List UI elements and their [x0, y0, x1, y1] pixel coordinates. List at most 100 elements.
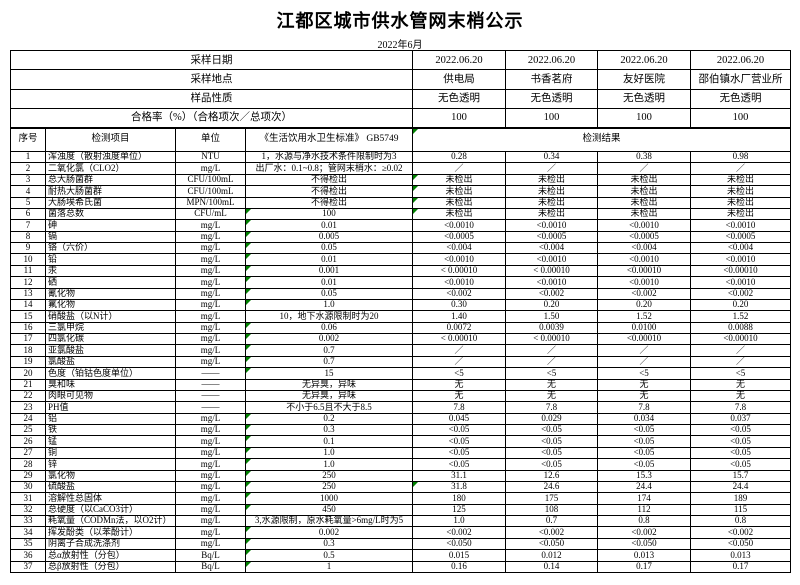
table-row: 19 氯酸盐 mg/L 0.7 ／／／／ [10, 355, 792, 369]
unit-value: MPN/100mL [175, 196, 246, 209]
result-value: ／ [505, 355, 598, 369]
info-value: 2022.06.20 [412, 49, 506, 71]
standard-value: 不得检出 [245, 196, 413, 209]
result-value: 24.4 [597, 480, 691, 494]
table-row: 32 总硬度（以CaCO3计） mg/L 450 125 108 112 115 [10, 503, 792, 517]
result-value: 115 [689, 503, 792, 517]
row-number: 11 [10, 264, 46, 278]
table-row: 6 菌落总数 CFU/mL 100 未检出 未检出 未检出 未检出 [10, 207, 792, 221]
standard-value: 450 [245, 503, 413, 517]
result-value: 1.52 [597, 310, 691, 323]
item-name: 耐热大肠菌群 [45, 185, 176, 198]
header-row: 序号 检测项目 单位 《生活饮用水卫生标准》 GB5749 检测结果 [10, 128, 792, 152]
table-row: 10 铅 mg/L 0.01 <0.0010 <0.0010 <0.0010 <0.0010 [10, 253, 792, 266]
result-value: 31.1 [412, 469, 506, 482]
excel-flag-triangle-icon [246, 357, 251, 362]
result-value: <0.004 [412, 241, 506, 255]
result-value: <0.05 [412, 446, 506, 460]
result-value: 1.50 [505, 310, 598, 323]
result-value: 无 [689, 378, 792, 391]
unit-value: mg/L [175, 344, 246, 357]
row-number: 2 [10, 162, 46, 175]
info-row: 合格率（%）（合格项次／总项次） 100 100 100 100 [10, 107, 791, 129]
row-number: 36 [10, 549, 46, 562]
row-number: 31 [10, 492, 46, 505]
standard-value: 1 [245, 560, 413, 573]
table-row: 16 三氯甲烷 mg/L 0.06 0.0072 0.0039 0.0100 0.0088 [10, 321, 792, 335]
excel-flag-triangle-icon [246, 505, 251, 510]
item-name: 挥发酚类（以苯酚计） [45, 526, 176, 539]
result-value: 0.38 [597, 150, 691, 164]
row-number: 1 [10, 150, 46, 164]
result-value: <0.0010 [597, 253, 691, 266]
info-value: 供电局 [412, 69, 506, 90]
row-number: 25 [10, 423, 46, 437]
excel-flag-triangle-icon [413, 482, 418, 487]
table-row: 15 硝酸盐（以N计） mg/L 10，地下水源限制时为20 1.40 1.50 1.52 1… [10, 310, 792, 323]
result-value: <0.0010 [689, 219, 792, 232]
row-number: 10 [10, 253, 46, 266]
row-number: 37 [10, 560, 46, 573]
result-value: <0.0010 [505, 276, 598, 289]
result-value: <0.050 [689, 537, 792, 551]
result-value: <0.05 [505, 435, 598, 448]
result-value: 无 [597, 389, 691, 403]
result-value: <5 [505, 367, 598, 380]
excel-flag-triangle-icon [246, 493, 251, 499]
result-value: <0.004 [597, 241, 691, 255]
result-value: 0.037 [689, 412, 792, 426]
info-value: 2022.06.20 [505, 49, 598, 71]
table-row: 35 阴离子合成洗涤剂 mg/L 0.3 <0.050 <0.050 <0.050 <0.05… [10, 537, 792, 551]
table-row: 7 砷 mg/L 0.01 <0.0010 <0.0010 <0.0010 <0.0010 [10, 219, 792, 232]
table-row: 22 肉眼可见物 —— 无异臭，异味无无无无 [10, 389, 792, 403]
excel-flag-triangle-icon [413, 209, 418, 214]
result-value: <0.004 [689, 241, 792, 255]
item-name: 总β放射性（分包） [45, 560, 176, 573]
result-value: 0.20 [597, 298, 691, 312]
row-number: 24 [10, 412, 46, 426]
unit-value: NTU [175, 150, 246, 164]
standard-value: 0.001 [245, 264, 413, 278]
table-row: 21 臭和味 —— 无异臭，异味无无无无 [10, 378, 792, 391]
row-number: 22 [10, 389, 46, 403]
result-value: <0.002 [505, 526, 598, 539]
item-name: 汞 [45, 264, 176, 278]
result-value: 0.8 [597, 514, 691, 528]
result-value: 0.7 [505, 514, 598, 528]
result-value: 未检出 [689, 185, 792, 198]
info-row: 采样日期 2022.06.20 2022.06.20 2022.06.20 2022.0… [10, 49, 791, 71]
result-value: 15.3 [597, 469, 691, 482]
excel-flag-triangle-icon [246, 436, 251, 442]
table-row: 12 硒 mg/L 0.01 <0.0010 <0.0010 <0.0010 <0.0010 [10, 276, 792, 289]
item-name: 臭和味 [45, 378, 176, 391]
result-value: 0.029 [505, 412, 598, 426]
row-number: 34 [10, 526, 46, 539]
item-name: 菌落总数 [45, 207, 176, 221]
unit-value: mg/L [175, 321, 246, 335]
result-value: 未检出 [412, 185, 506, 198]
sample-info-table: 采样日期 2022.06.20 2022.06.20 2022.06.20 2022.0… [10, 49, 791, 129]
table-row: 30 硫酸盐 mg/L 250 31.8 24.6 24.4 24.4 [10, 480, 792, 494]
unit-value: mg/L [175, 514, 246, 528]
table-row: 14 氟化物 mg/L 1.0 0.30 0.20 0.20 0.20 [10, 298, 792, 312]
standard-value: 0.01 [245, 276, 413, 289]
unit-value: mg/L [175, 253, 246, 266]
result-value: 0.0072 [412, 321, 506, 335]
excel-flag-triangle-icon [246, 527, 251, 533]
standard-value: 0.05 [245, 287, 413, 300]
item-name: 总硬度（以CaCO3计） [45, 503, 176, 517]
result-value: ／ [689, 355, 792, 369]
standard-value: 15 [245, 367, 413, 380]
excel-flag-triangle-icon [246, 209, 251, 214]
result-value: 1.52 [689, 310, 792, 323]
row-number: 35 [10, 537, 46, 551]
item-name: 浑浊度（散射浊度单位） [45, 150, 176, 164]
standard-value: 不得检出 [245, 173, 413, 187]
excel-flag-triangle-icon [246, 414, 251, 419]
result-value: 0.8 [689, 514, 792, 528]
row-number: 23 [10, 401, 46, 414]
result-value: 0.30 [412, 298, 506, 312]
result-value: ／ [689, 162, 792, 175]
table-row: 18 亚氯酸盐 mg/L 0.7 ／／／／ [10, 344, 792, 357]
excel-flag-triangle-icon [246, 471, 251, 476]
